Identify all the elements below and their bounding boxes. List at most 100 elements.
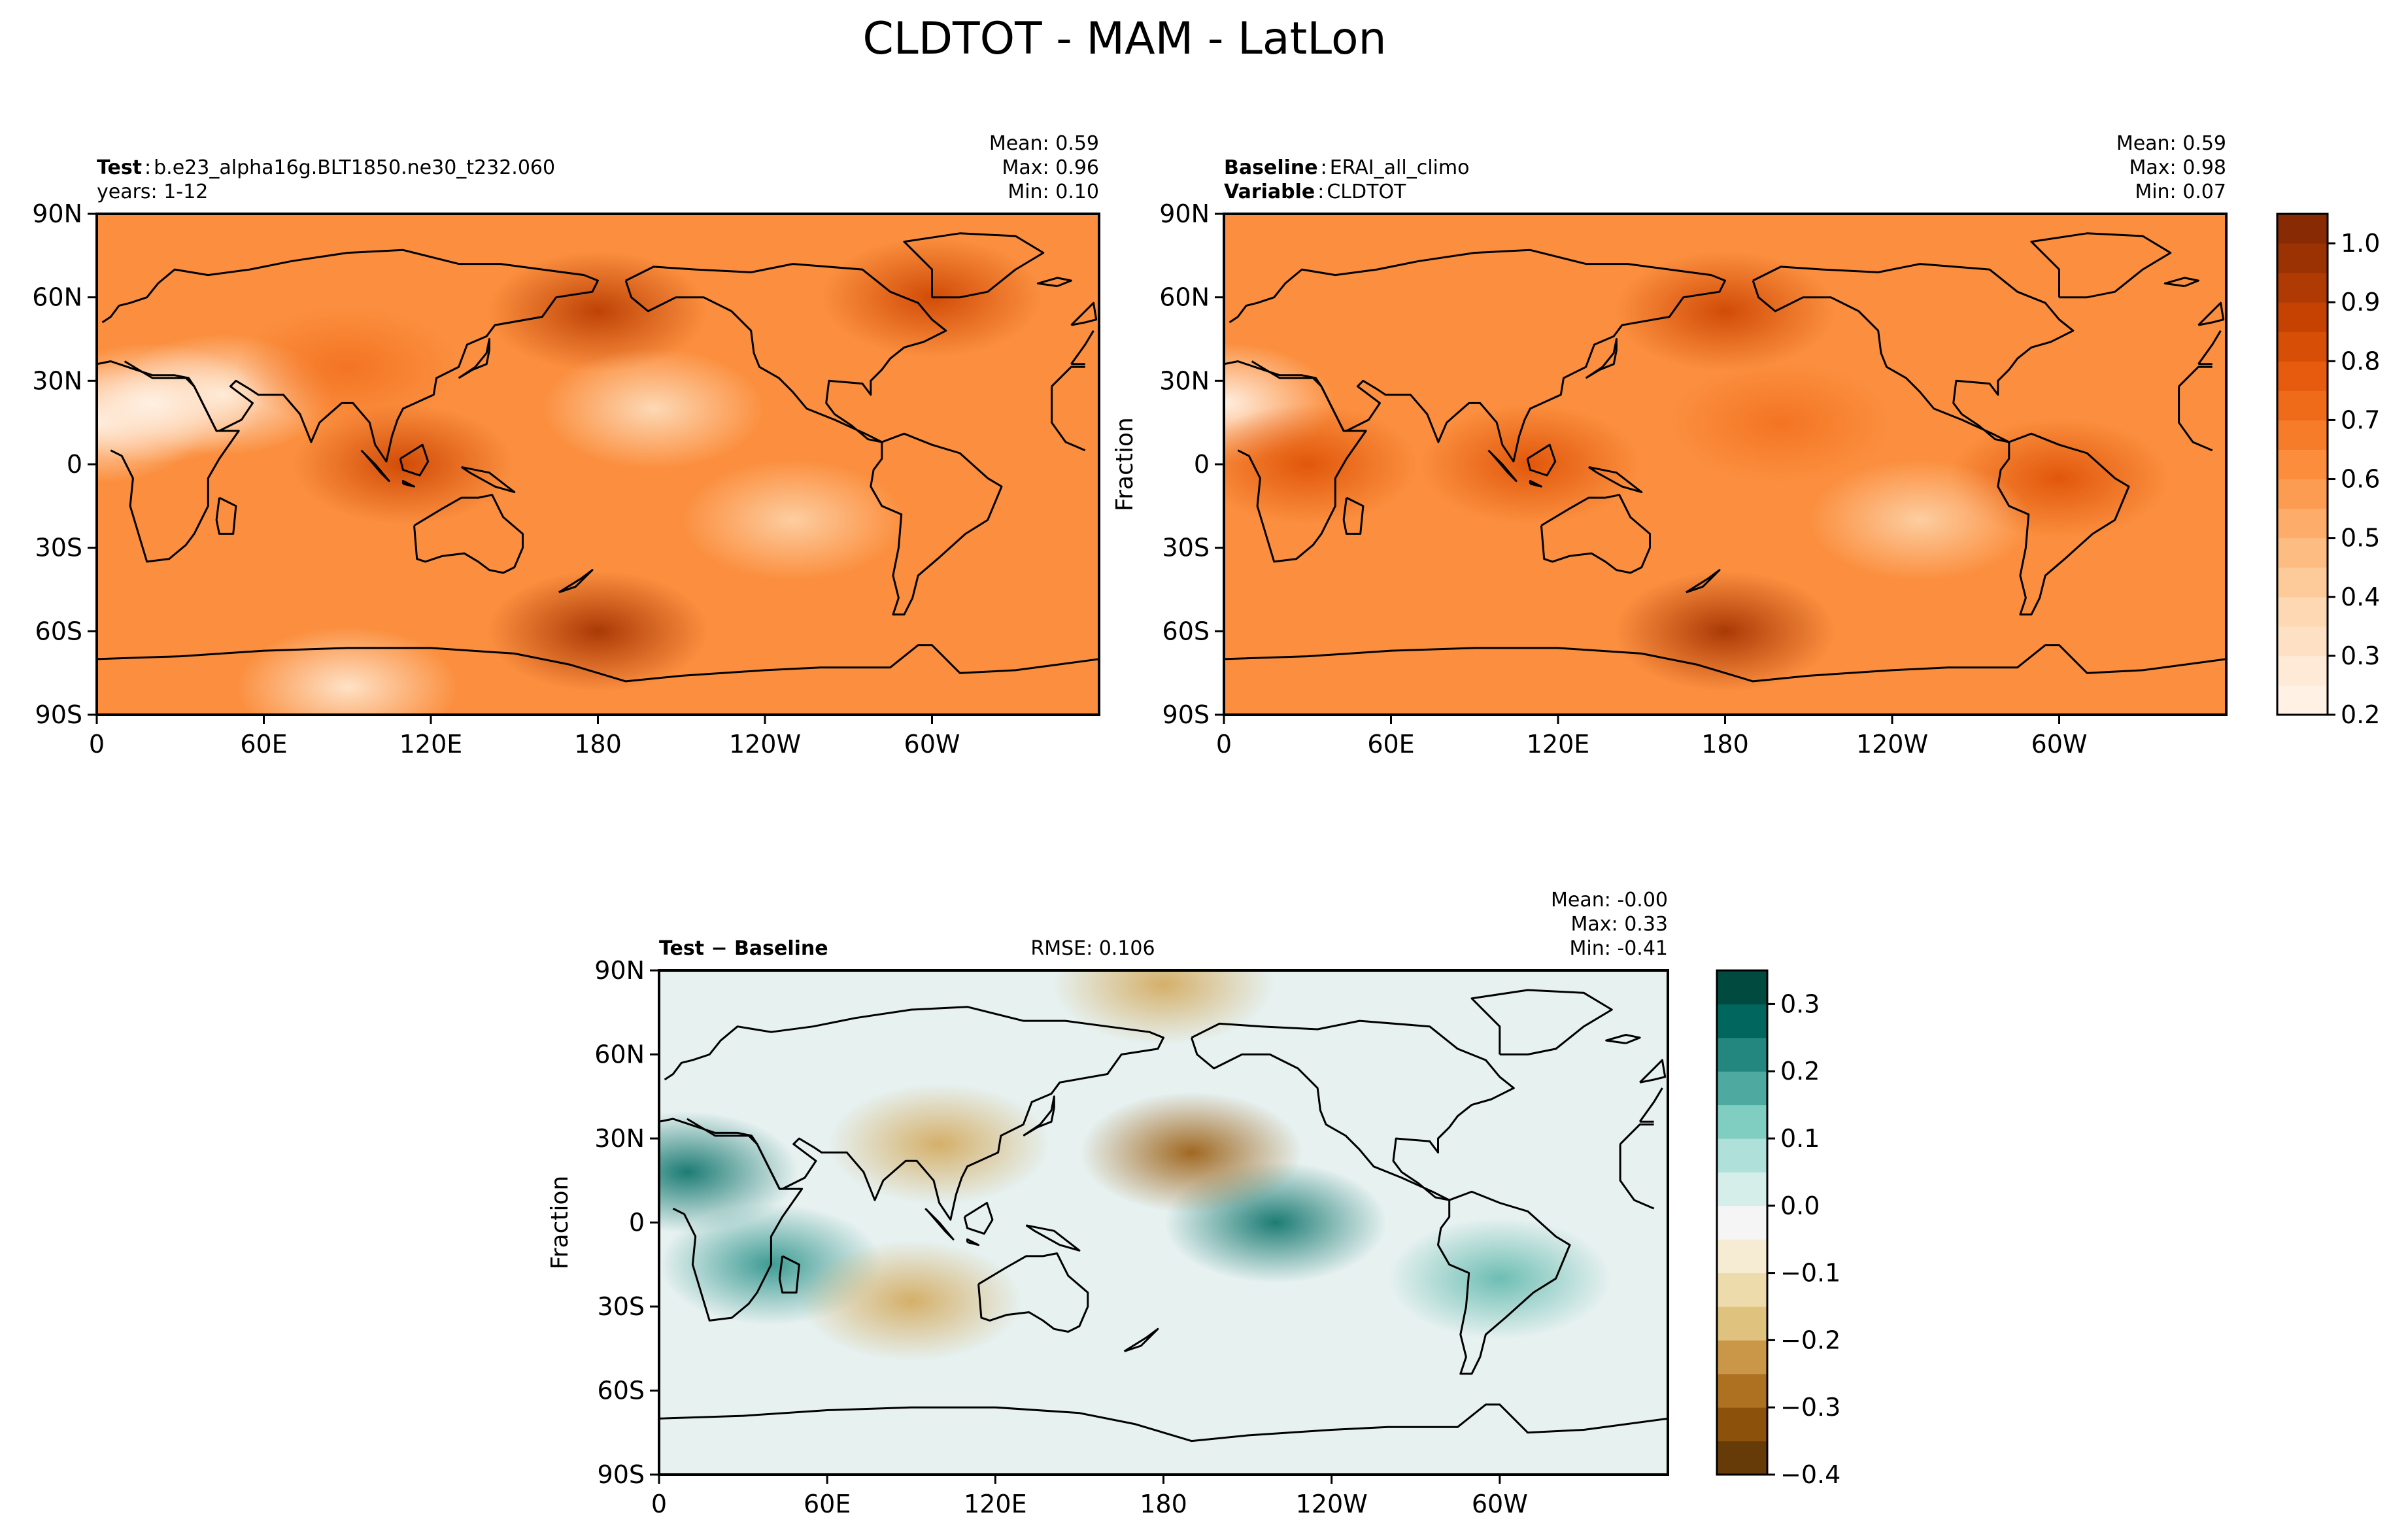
stat-line: Min: 0.10: [1008, 180, 1099, 203]
y-tick-label: 90S: [35, 700, 82, 729]
colorbar-tick-label: −0.1: [1780, 1259, 1840, 1288]
header-label: Baseline: [1224, 156, 1318, 179]
colorbar-tick-label: 0.7: [2341, 405, 2380, 434]
coastline: [1023, 1095, 1055, 1137]
y-tick-label: 90S: [598, 1460, 645, 1489]
header-line: Test: b.e23_alpha16g.BLT1850.ne30_t232.06…: [97, 156, 555, 179]
colorbar-tick-label: 0.2: [2341, 700, 2380, 729]
y-tick-label: 60N: [594, 1040, 645, 1069]
x-tick-label: 120W: [1296, 1490, 1368, 1518]
y-tick-label: 30N: [32, 366, 82, 395]
x-axis: 0 60E 120E 180 120W 60W: [89, 715, 960, 759]
coastlines: [659, 989, 1668, 1443]
y-tick-label: 60S: [1162, 617, 1210, 645]
colorbar-level: [1717, 1037, 1767, 1072]
coastline: [458, 338, 490, 379]
field-feature: [1809, 460, 2031, 581]
coastline: [1070, 301, 1098, 326]
y-tick-label: 60S: [598, 1377, 645, 1405]
y-tick-label: 30N: [594, 1124, 645, 1153]
header-separator: :: [1321, 156, 1327, 179]
colorbar-level: [2277, 272, 2328, 303]
field-feature: [1224, 404, 1418, 524]
x-tick-label: 0: [651, 1490, 667, 1518]
header-label: Test − Baseline: [659, 937, 828, 960]
x-tick-label: 120E: [1527, 730, 1590, 759]
coastline: [1036, 277, 1072, 288]
coastline: [1605, 1034, 1641, 1044]
x-tick-label: 0: [89, 730, 105, 759]
field-feature: [1080, 1091, 1303, 1213]
field-feature: [237, 307, 458, 427]
y-axis-label: Fraction: [1111, 417, 1138, 511]
colorbar-level: [1717, 1339, 1767, 1375]
coastline: [977, 1252, 1089, 1333]
coastline: [2197, 301, 2225, 326]
colorbar-tick-label: −0.2: [1780, 1326, 1840, 1354]
colorbar-tick-label: 0.3: [2341, 642, 2380, 670]
x-tick-label: 60E: [240, 730, 287, 759]
header-label: Test: [97, 156, 142, 179]
colorbar-level: [2277, 449, 2328, 480]
stat-line: Mean: 0.59: [2116, 132, 2226, 155]
colorbar-level: [2277, 301, 2328, 332]
colorbar-level: [1717, 1306, 1767, 1341]
coastline: [1470, 989, 1613, 1055]
coastline: [1237, 360, 2213, 563]
coastline: [659, 1006, 1663, 1221]
stat-line: Max: 0.98: [2129, 156, 2226, 179]
x-axis: 0 60E 120E 180 120W 60W: [651, 1475, 1528, 1518]
y-tick-label: 30S: [598, 1292, 645, 1321]
coastline: [1437, 1190, 1571, 1375]
stat-line: Mean: -0.00: [1551, 889, 1668, 912]
colorbar-level: [1717, 1070, 1767, 1106]
field-feature: [543, 348, 764, 469]
coastline: [1025, 1224, 1081, 1252]
coastline: [2163, 277, 2199, 288]
field-feature: [292, 404, 514, 524]
x-tick-label: 120E: [964, 1490, 1027, 1518]
x-tick-label: 120W: [1856, 730, 1928, 759]
x-tick-label: 120E: [399, 730, 463, 759]
map-field: [1224, 251, 2170, 692]
coastline: [903, 232, 1045, 299]
coastline: [413, 494, 524, 574]
y-tick-label: 30S: [1162, 534, 1210, 562]
coastline: [1540, 494, 1651, 574]
coastline: [97, 248, 1094, 463]
field-feature: [1670, 362, 1891, 483]
coastlines: [1224, 232, 2226, 683]
map-field: [659, 970, 1611, 1361]
x-tick-label: 60W: [904, 730, 960, 759]
y-axis: 90N 60N 30N 0 30S 60S 90S: [1159, 199, 1224, 729]
y-tick-label: 0: [1194, 450, 1210, 479]
x-axis: 0 60E 120E 180 120W 60W: [1216, 715, 2088, 759]
y-axis: 90N 60N 30N 0 30S 60S 90S: [32, 199, 97, 729]
colorbar-level: [1717, 1138, 1767, 1172]
baseline-panel: 0 60E 120E 180 120W 60W 90N 60N 30N 0 30S 60S 90S Fra…: [1111, 132, 2380, 759]
coastline: [1639, 1059, 1667, 1084]
x-tick-label: 60W: [2031, 730, 2088, 759]
coastline: [215, 496, 237, 535]
colorbar-level: [1717, 970, 1767, 1004]
stat-line: Min: -0.41: [1570, 937, 1669, 960]
panel-header: Test: b.e23_alpha16g.BLT1850.ne30_t232.06…: [97, 156, 555, 203]
colorbar-tick-label: 0.5: [2341, 524, 2380, 553]
y-tick-label: 90N: [1159, 199, 1210, 228]
x-tick-label: 60E: [804, 1490, 851, 1518]
header-separator: :: [144, 156, 151, 179]
stat-line: Max: 0.96: [1002, 156, 1099, 179]
colorbar-level: [2277, 331, 2328, 362]
header-line: Baseline: ERAI_all_climo: [1224, 156, 1469, 179]
coastline: [1190, 1019, 1515, 1201]
header-value: years: 1-12: [97, 180, 208, 203]
field-feature: [487, 251, 709, 371]
colorbar-level: [1717, 1205, 1767, 1240]
header-separator: :: [1317, 180, 1324, 203]
colorbar-level: [1717, 1104, 1767, 1139]
coastline: [1487, 449, 1518, 482]
coastline: [1752, 263, 2075, 443]
colorbar-level: [2277, 213, 2328, 244]
header-line: years: 1-12: [97, 180, 208, 203]
